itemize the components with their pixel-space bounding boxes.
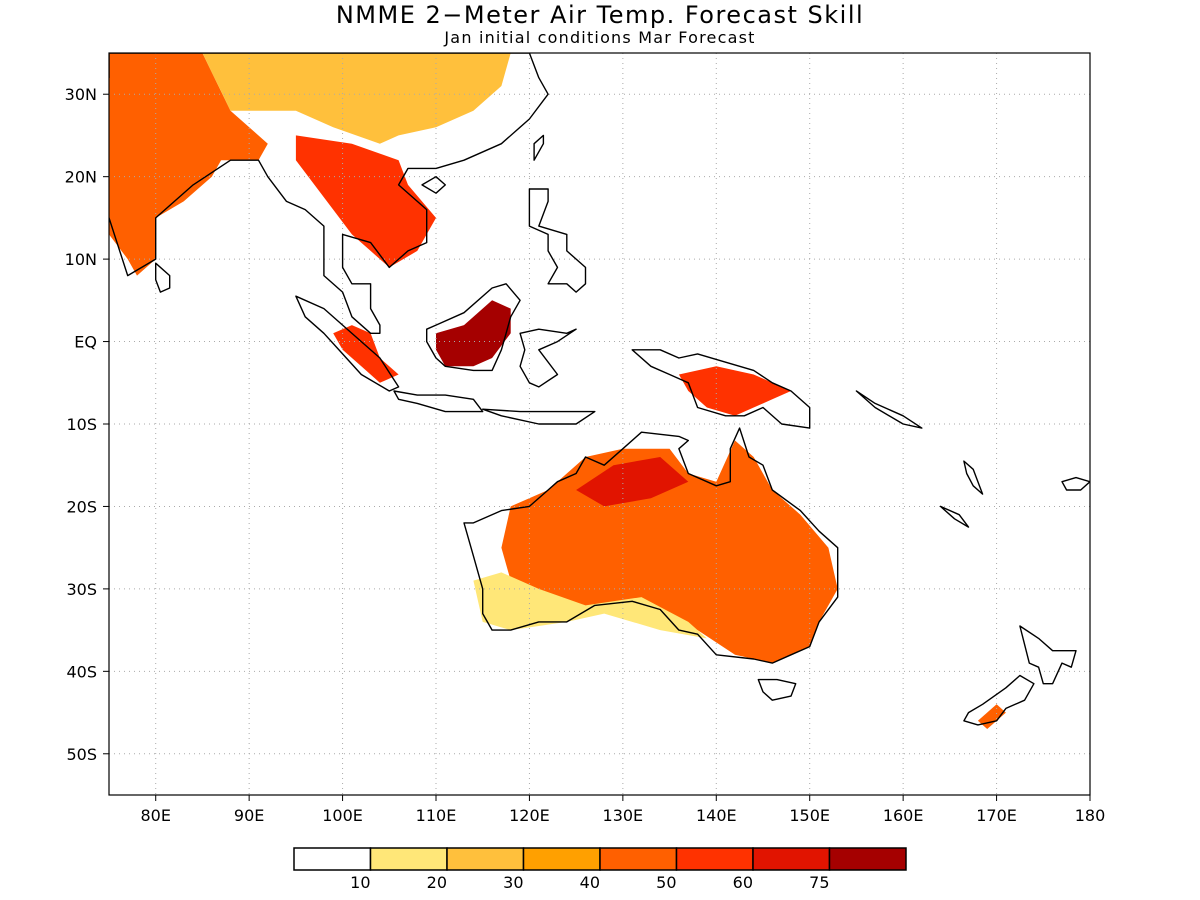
skill-region-tibet-east-asia: [202, 53, 511, 144]
legend-label: 75: [809, 873, 829, 892]
lat-tick-label: 30N: [65, 85, 97, 104]
coastline-vanuatu: [963, 460, 984, 495]
legend-label: 50: [656, 873, 676, 892]
lon-tick-label: 100E: [322, 806, 363, 825]
legend-swatch: [522, 847, 601, 871]
lat-tick-label: 10N: [65, 250, 97, 269]
legend-swatch: [369, 847, 448, 871]
coastline-java: [393, 390, 484, 413]
legend-label: 40: [580, 873, 600, 892]
legend-swatch: [828, 847, 907, 871]
lon-tick-label: 160E: [883, 806, 924, 825]
page-title: NMME 2−Meter Air Temp. Forecast Skill: [335, 1, 865, 29]
lat-tick-label: 40S: [66, 662, 97, 681]
lon-tick-label: 150E: [789, 806, 830, 825]
legend-swatch: [675, 847, 754, 871]
page-subtitle: Jan initial conditions Mar Forecast: [444, 28, 756, 47]
gridlines: [109, 53, 1090, 795]
lon-tick-label: 180: [1075, 806, 1106, 825]
coastline-lesser-sunda: [482, 408, 596, 425]
legend-swatch: [446, 847, 525, 871]
coastline-australia: [463, 427, 839, 664]
lon-tick-label: 140E: [696, 806, 737, 825]
skill-region-india: [109, 53, 268, 276]
axis-ticks: 80E 90E 100E 110E 120E 130E 140E 150E 160E 170E 18…: [65, 85, 1106, 825]
lat-tick-label: EQ: [74, 333, 97, 352]
legend-label: 10: [350, 873, 370, 892]
coastline-borneo: [426, 283, 521, 372]
coastline-hainan: [421, 175, 446, 194]
lat-tick-label: 50S: [66, 745, 97, 764]
coastline-tasmania: [757, 678, 797, 701]
lon-tick-label: 80E: [140, 806, 170, 825]
lat-tick-label: 30S: [66, 580, 97, 599]
legend-swatch: [293, 847, 372, 871]
lon-tick-label: 90E: [234, 806, 264, 825]
coastlines: [109, 53, 1090, 726]
legend-label: 20: [427, 873, 447, 892]
coastline-sulawesi: [519, 328, 577, 388]
lat-tick-label: 20N: [65, 168, 97, 187]
coastline-fiji: [1061, 476, 1090, 491]
legend-swatch: [599, 847, 678, 871]
lat-tick-label: 10S: [66, 415, 97, 434]
coastline-asia: [109, 53, 549, 334]
skill-region-indochina: [295, 135, 436, 268]
skill-region-new-zealand-south: [977, 704, 1006, 729]
lat-tick-label: 20S: [66, 497, 97, 516]
lon-tick-label: 120E: [509, 806, 550, 825]
color-legend: 10 20 30 40 50 60 75: [293, 847, 907, 892]
lon-tick-label: 110E: [416, 806, 457, 825]
coastline-new-guinea: [631, 349, 811, 429]
coastline-philippines: [528, 188, 587, 293]
skill-region-borneo: [436, 300, 511, 367]
coastline-new-zealand-south: [963, 674, 1035, 726]
coastline-taiwan: [533, 134, 545, 161]
skill-region-australia-southwest: [473, 572, 707, 639]
skill-region-australia-north: [576, 457, 689, 507]
legend-label: 30: [503, 873, 523, 892]
lon-tick-label: 130E: [603, 806, 644, 825]
skill-region-malay-sumatra: [333, 325, 399, 383]
legend-swatch: [752, 847, 831, 871]
coastline-solomons: [855, 390, 923, 429]
coastline-sumatra: [295, 295, 400, 392]
legend-label: 60: [733, 873, 753, 892]
coastline-new-zealand-north: [1019, 625, 1077, 685]
skill-region-new-guinea: [678, 366, 791, 416]
coastline-new-caledonia: [939, 505, 970, 528]
coastline-sri-lanka: [154, 262, 171, 293]
skill-shading: [109, 53, 1006, 729]
lon-tick-label: 170E: [976, 806, 1017, 825]
